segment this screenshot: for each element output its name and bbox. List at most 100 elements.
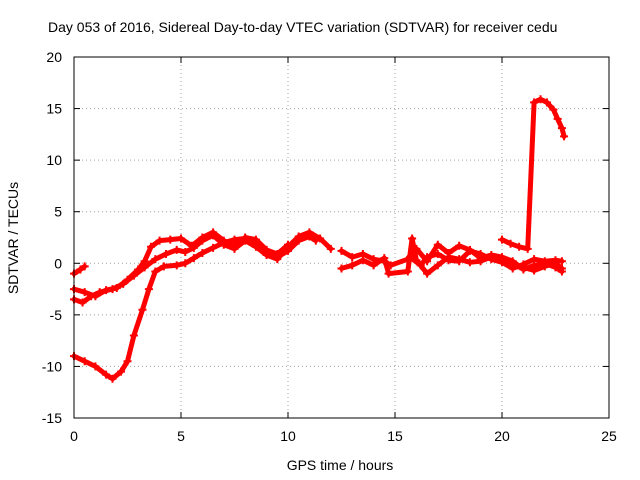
data-point: [540, 257, 549, 266]
data-point: [172, 261, 181, 270]
data-point: [187, 241, 196, 250]
data-point: [177, 234, 185, 243]
data-point: [403, 267, 412, 276]
chart-title: Day 053 of 2016, Sidereal Day-to-day VTE…: [48, 19, 557, 35]
data-point: [536, 95, 545, 104]
data-point: [102, 370, 111, 379]
data-point: [172, 245, 181, 254]
y-tick-label: 15: [46, 101, 62, 117]
data-point: [337, 264, 346, 273]
data-point: [444, 256, 453, 265]
data-point: [155, 236, 164, 245]
x-tick-label: 20: [494, 428, 510, 444]
x-tick-label: 5: [177, 428, 185, 444]
data-point: [102, 286, 111, 295]
x-tick-label: 25: [601, 428, 617, 444]
data-point: [162, 250, 171, 259]
data-point: [337, 246, 346, 255]
data-point: [433, 261, 442, 270]
data-point: [91, 362, 100, 371]
data-point: [140, 257, 149, 266]
data-point: [455, 241, 464, 250]
x-tick-label: 10: [280, 428, 296, 444]
data-point: [147, 242, 156, 251]
data-point: [181, 247, 190, 256]
data-point: [542, 98, 551, 107]
data-point: [433, 250, 442, 259]
data-point: [476, 257, 485, 266]
data-point: [557, 257, 566, 266]
plot-frame: [73, 56, 610, 419]
data-point: [230, 241, 239, 250]
series-track-c: [71, 229, 291, 299]
data-point: [209, 243, 218, 252]
data-point: [284, 240, 292, 249]
data-point: [369, 261, 378, 270]
data-point: [384, 269, 393, 278]
data-point: [515, 242, 524, 251]
data-point: [123, 357, 132, 366]
data-point: [219, 236, 228, 245]
data-point: [423, 253, 432, 262]
data-point: [508, 264, 517, 273]
data-point: [198, 248, 207, 257]
y-tick-label: -15: [42, 410, 62, 426]
data-point: [348, 261, 357, 270]
y-tick-label: 10: [46, 152, 62, 168]
data-point: [476, 250, 485, 259]
data-point: [506, 239, 515, 248]
data-point: [123, 275, 132, 284]
data-point: [560, 132, 569, 141]
data-point: [549, 105, 558, 114]
data-point: [557, 124, 566, 133]
data-point: [181, 259, 190, 268]
data-point: [78, 298, 87, 307]
data-point: [380, 254, 389, 263]
axis-ticks: 0 5 10 15 20 25 -15 -10 -5 0 5 10 15 20: [42, 49, 617, 444]
data-point: [76, 265, 85, 274]
data-point: [405, 253, 414, 262]
data-point: [465, 246, 474, 255]
data-point: [159, 262, 168, 271]
y-tick-label: 20: [46, 49, 62, 65]
data-point: [151, 255, 160, 264]
data-point: [408, 234, 417, 243]
data-point: [108, 374, 117, 383]
data-point: [498, 258, 506, 267]
data-point: [189, 254, 198, 263]
data-point: [530, 266, 539, 275]
data-point: [129, 331, 138, 340]
y-axis-label: SDTVAR / TECUs: [5, 182, 21, 294]
data-point: [251, 242, 260, 251]
x-tick-label: 0: [70, 428, 78, 444]
data-point: [273, 250, 282, 259]
y-tick-label: 5: [54, 204, 62, 220]
data-point: [91, 292, 100, 301]
data-point: [530, 255, 539, 264]
data-points: [70, 95, 569, 383]
x-tick-label: 15: [387, 428, 403, 444]
data-point: [166, 235, 175, 244]
data-point: [198, 233, 207, 242]
data-point: [262, 245, 271, 254]
data-point: [498, 235, 506, 244]
data-point: [326, 244, 335, 253]
data-point: [316, 234, 325, 243]
data-point: [134, 265, 143, 274]
data-point: [138, 305, 147, 314]
data-point: [251, 235, 260, 244]
data-point: [80, 262, 89, 271]
series-track-g: [407, 248, 565, 271]
data-point: [294, 232, 303, 241]
data-point: [144, 285, 153, 294]
data-point: [117, 367, 126, 376]
y-tick-label: -10: [42, 358, 62, 374]
data-point: [305, 228, 314, 237]
data-point: [553, 114, 562, 123]
data-point: [523, 244, 532, 253]
data-point: [551, 256, 560, 265]
y-tick-label: -5: [50, 307, 63, 323]
data-point: [519, 260, 528, 269]
data-point: [487, 255, 496, 264]
